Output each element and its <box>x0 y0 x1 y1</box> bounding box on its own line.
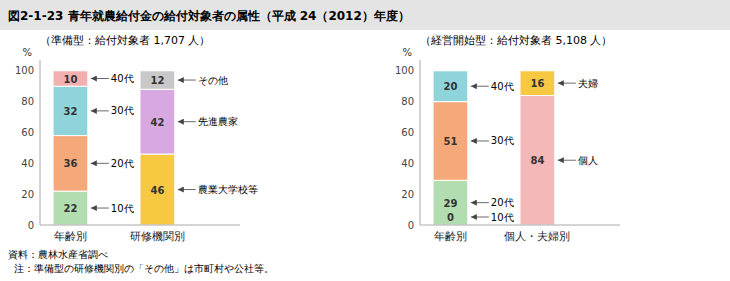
bars <box>433 71 555 225</box>
y-tick-label: 100 <box>395 65 414 76</box>
annotation-arrow <box>91 163 109 164</box>
y-tick-label: 60 <box>21 127 34 138</box>
segment-name: 10代 <box>111 203 134 214</box>
x-axis <box>420 225 620 226</box>
annotation-arrow <box>471 140 489 141</box>
data-label: 42 <box>150 117 164 128</box>
segment-name: 個人 <box>578 155 598 166</box>
data-label: 46 <box>150 185 164 196</box>
bar-segment <box>140 89 175 154</box>
annotation-arrow <box>471 217 489 218</box>
bar-segment <box>140 154 175 225</box>
y-tick-label: 40 <box>21 158 34 169</box>
data-label: 0 <box>447 212 454 223</box>
data-label: 51 <box>443 136 457 147</box>
y-axis-label: % <box>402 47 412 58</box>
segment-name: その他 <box>198 75 228 86</box>
panel: （経営開始型：給付対象者 5,108 人）% 0 20 40 60 80 100 0 10代 29… <box>395 34 620 243</box>
y-tick-label: 80 <box>401 96 414 107</box>
y-axis-label: % <box>22 47 32 58</box>
panel: （準備型：給付対象者 1,707 人）%0204060801002210代362… <box>15 34 258 243</box>
annotation-arrow <box>471 202 489 203</box>
y-axis <box>420 60 421 225</box>
segment-name: 40代 <box>111 73 134 84</box>
bar-segment <box>53 191 88 225</box>
data-label: 84 <box>530 155 544 166</box>
annotation-arrow <box>91 208 109 209</box>
segment-name: 農業大学校等 <box>198 184 258 195</box>
x-tick-label: 年齢別 <box>54 230 87 243</box>
segment-name: 先進農家 <box>198 116 238 127</box>
chart-title: （経営開始型：給付対象者 5,108 人） <box>420 34 612 47</box>
segment-name: 30代 <box>491 135 514 146</box>
annotation-arrow <box>91 110 109 111</box>
y-tick-label: 0 <box>28 220 34 231</box>
segment-name: 40代 <box>491 81 514 92</box>
segment-name: 20代 <box>111 158 134 169</box>
bar-segment <box>53 71 88 86</box>
data-label: 36 <box>63 158 77 169</box>
title-bar <box>0 0 730 30</box>
bars <box>53 71 175 225</box>
segment-name: 30代 <box>111 105 134 116</box>
annotation-arrow <box>558 83 576 84</box>
data-label: 20 <box>443 81 457 92</box>
data-label: 12 <box>150 75 164 86</box>
y-tick-label: 100 <box>15 65 34 76</box>
data-label: 22 <box>63 203 77 214</box>
segment-name: 20代 <box>491 197 514 208</box>
y-tick-label: 80 <box>21 96 34 107</box>
data-label: 16 <box>530 78 544 89</box>
bar-segment <box>520 71 555 96</box>
bar-segment <box>433 71 468 102</box>
x-tick-label: 年齢別 <box>434 230 467 243</box>
chart-figure: 図2-1-23 青年就農給付金の給付対象者の属性（平成 24（2012）年度） 資… <box>0 0 730 281</box>
y-tick-label: 40 <box>401 158 414 169</box>
chart-title: （準備型：給付対象者 1,707 人） <box>40 34 210 47</box>
data-label: 10 <box>63 74 77 85</box>
bar-segment <box>433 180 468 225</box>
y-axis <box>40 60 41 225</box>
x-tick-label: 研修機関別 <box>130 230 185 243</box>
annotation-arrow <box>558 160 576 161</box>
segment-name: 10代 <box>491 212 514 223</box>
annotation-arrow <box>178 189 196 190</box>
segment-name: 夫婦 <box>578 78 598 89</box>
annotation-arrow <box>178 121 196 122</box>
data-label: 32 <box>63 106 77 117</box>
annotation-arrow <box>178 80 196 81</box>
y-tick-label: 20 <box>21 189 34 200</box>
y-tick-label: 20 <box>401 189 414 200</box>
x-axis <box>40 225 240 226</box>
bar-segment <box>53 136 88 192</box>
data-label: 29 <box>443 198 457 209</box>
bar-segment <box>433 102 468 181</box>
bar-segment <box>520 95 555 225</box>
annotation-arrow <box>91 78 109 79</box>
labels: 0 10代 29 20代 51 30代 20 40代 84 個人 16 夫婦 <box>443 78 597 223</box>
footnote: 資料：農林水産省調べ <box>8 249 108 260</box>
annotation-arrow <box>471 86 489 87</box>
labels: 22 10代 36 20代 32 30代 10 40代 46 農業大学校等 42 先進農家 12 その他 <box>63 73 257 214</box>
y-tick-label: 0 <box>408 220 414 231</box>
figure-title: 図2-1-23 青年就農給付金の給付対象者の属性（平成 24（2012）年度） <box>8 9 410 23</box>
footnote: 注：準備型の研修機関別の「その他」は市町村や公社等。 <box>8 263 274 274</box>
x-tick-label: 個人・夫婦別 <box>504 230 570 243</box>
y-tick-label: 60 <box>401 127 414 138</box>
bar-segment <box>53 86 88 135</box>
bar-segment <box>140 71 175 90</box>
